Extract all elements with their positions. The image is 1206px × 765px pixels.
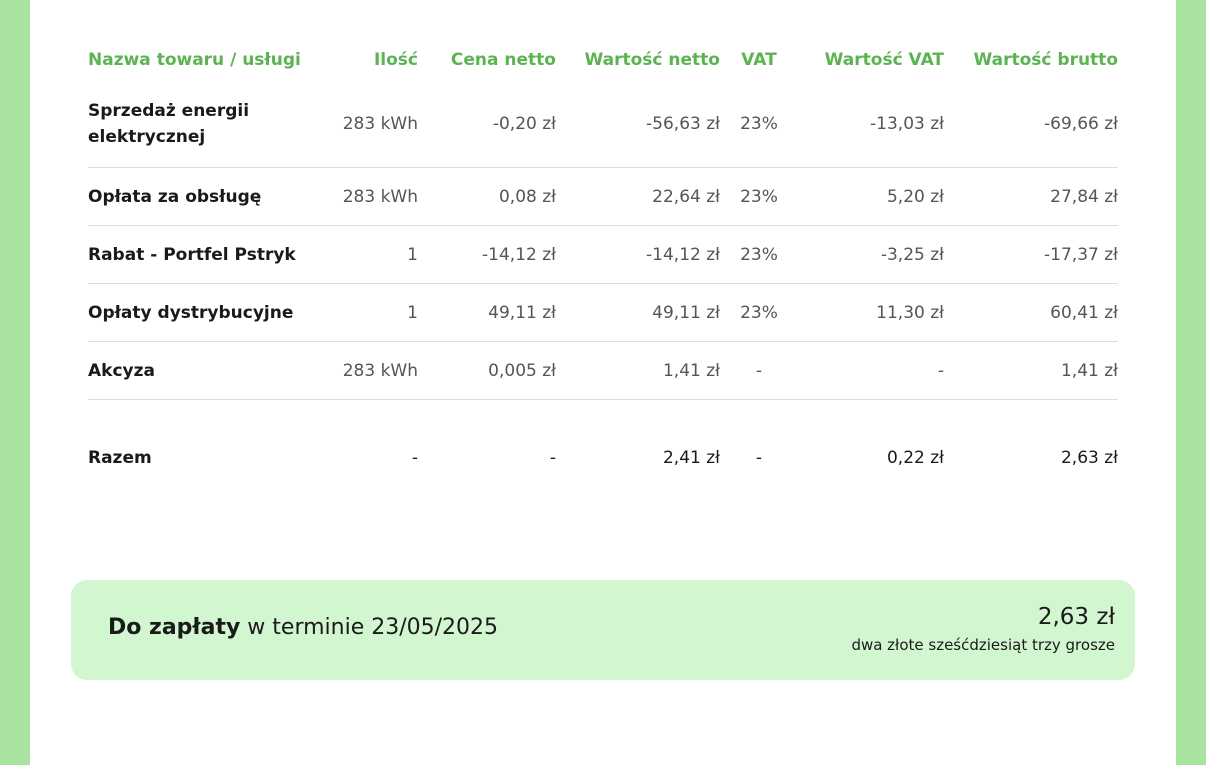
row-vat: 23%	[720, 225, 798, 284]
payment-amount-in-words: dwa złote sześćdziesiąt trzy grosze	[851, 636, 1115, 654]
header-name: Nazwa towaru / usługi	[88, 50, 301, 70]
row-vat-value: -	[798, 341, 944, 400]
row-qty: 1	[318, 225, 418, 284]
row-net-price: -0,20 zł	[418, 80, 556, 168]
row-qty: 283 kWh	[318, 167, 418, 226]
header-vat: VAT	[741, 50, 777, 70]
header-net-value: Wartość netto	[584, 50, 721, 70]
row-net-value: -56,63 zł	[556, 80, 720, 168]
table-row: Opłata za obsługę 283 kWh 0,08 zł 22,64 …	[88, 167, 1118, 226]
row-name: Opłata za obsługę	[88, 167, 318, 226]
row-qty: 283 kWh	[318, 80, 418, 168]
table-row: Akcyza 283 kWh 0,005 zł 1,41 zł - - 1,41…	[88, 341, 1118, 400]
row-gross-value: 1,41 zł	[944, 341, 1118, 400]
invoice-items-table: Nazwa towaru / usługi Ilość Cena netto W…	[88, 40, 1118, 486]
row-qty: 1	[318, 283, 418, 342]
total-net-value: 2,41 zł	[662, 448, 720, 468]
total-gross-value: 2,63 zł	[1060, 448, 1118, 468]
payment-due-term: w terminie 23/05/2025	[240, 615, 499, 640]
row-name: Rabat - Portfel Pstryk	[88, 225, 318, 284]
row-net-price: 49,11 zł	[418, 283, 556, 342]
payment-due-label: Do zapłaty w terminie 23/05/2025	[108, 615, 498, 640]
table-row: Sprzedaż energii elektrycznej 283 kWh -0…	[88, 80, 1118, 168]
row-vat-value: 5,20 zł	[798, 167, 944, 226]
row-qty: 283 kWh	[318, 341, 418, 400]
row-vat-value: 11,30 zł	[798, 283, 944, 342]
row-name: Opłaty dystrybucyjne	[88, 283, 318, 342]
row-net-value: 22,64 zł	[556, 167, 720, 226]
header-vat-value: Wartość VAT	[824, 50, 944, 70]
invoice-page: Nazwa towaru / usługi Ilość Cena netto W…	[30, 0, 1176, 765]
header-gross-value: Wartość brutto	[973, 50, 1118, 70]
row-gross-value: -69,66 zł	[944, 80, 1118, 168]
payment-amount: 2,63 zł	[1037, 604, 1115, 630]
payment-due-box: Do zapłaty w terminie 23/05/2025 2,63 zł…	[71, 580, 1135, 680]
row-name: Akcyza	[88, 341, 318, 400]
row-vat: 23%	[720, 80, 798, 168]
header-net-price: Cena netto	[450, 50, 556, 70]
total-vat: -	[755, 448, 763, 468]
row-net-value: 1,41 zł	[556, 341, 720, 400]
payment-due-label-bold: Do zapłaty	[108, 615, 241, 640]
row-gross-value: 27,84 zł	[944, 167, 1118, 226]
total-net-price: -	[549, 448, 556, 468]
row-gross-value: -17,37 zł	[944, 225, 1118, 284]
table-row: Opłaty dystrybucyjne 1 49,11 zł 49,11 zł…	[88, 283, 1118, 342]
row-net-price: -14,12 zł	[418, 225, 556, 284]
row-vat: -	[720, 341, 798, 400]
total-qty: -	[411, 448, 418, 468]
row-vat: 23%	[720, 283, 798, 342]
table-header-row: Nazwa towaru / usługi Ilość Cena netto W…	[88, 40, 1118, 80]
table-spacer	[88, 400, 1118, 431]
row-gross-value: 60,41 zł	[944, 283, 1118, 342]
row-vat-value: -3,25 zł	[798, 225, 944, 284]
total-name: Razem	[88, 448, 152, 468]
row-net-value: 49,11 zł	[556, 283, 720, 342]
table-row: Rabat - Portfel Pstryk 1 -14,12 zł -14,1…	[88, 225, 1118, 284]
header-qty: Ilość	[373, 50, 418, 70]
row-net-price: 0,005 zł	[418, 341, 556, 400]
row-net-price: 0,08 zł	[418, 167, 556, 226]
row-name: Sprzedaż energii elektrycznej	[88, 80, 318, 168]
row-net-value: -14,12 zł	[556, 225, 720, 284]
total-vat-value: 0,22 zł	[886, 448, 944, 468]
row-vat: 23%	[720, 167, 798, 226]
row-vat-value: -13,03 zł	[798, 80, 944, 168]
table-total-row: Razem - - 2,41 zł - 0,22 zł 2,63 zł	[88, 430, 1118, 486]
